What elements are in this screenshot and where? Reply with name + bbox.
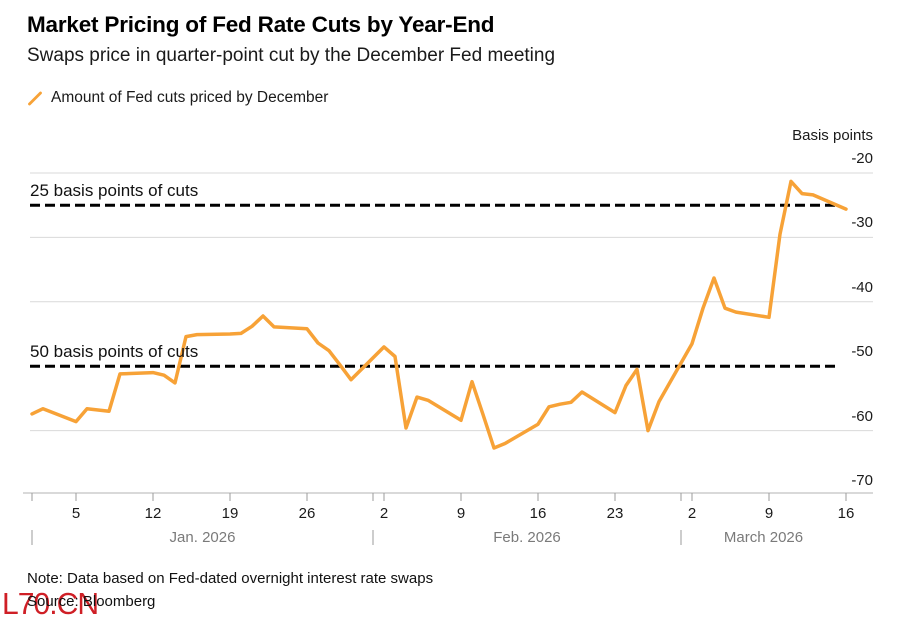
legend-label: Amount of Fed cuts priced by December	[51, 89, 329, 106]
fed-cuts-line	[30, 179, 848, 450]
footnote: Note: Data based on Fed-dated overnight …	[27, 570, 434, 587]
slash-icon	[28, 91, 42, 105]
source-credit: Source: Bloomberg	[27, 593, 156, 610]
y-axis-unit-label: Basis points	[792, 127, 873, 144]
watermark: L70.CN	[2, 586, 99, 621]
chart-subtitle: Swaps price in quarter-point cut by the …	[27, 45, 556, 66]
legend: Amount of Fed cuts priced by December	[27, 89, 328, 107]
page-title: Market Pricing of Fed Rate Cuts by Year-…	[27, 12, 495, 37]
